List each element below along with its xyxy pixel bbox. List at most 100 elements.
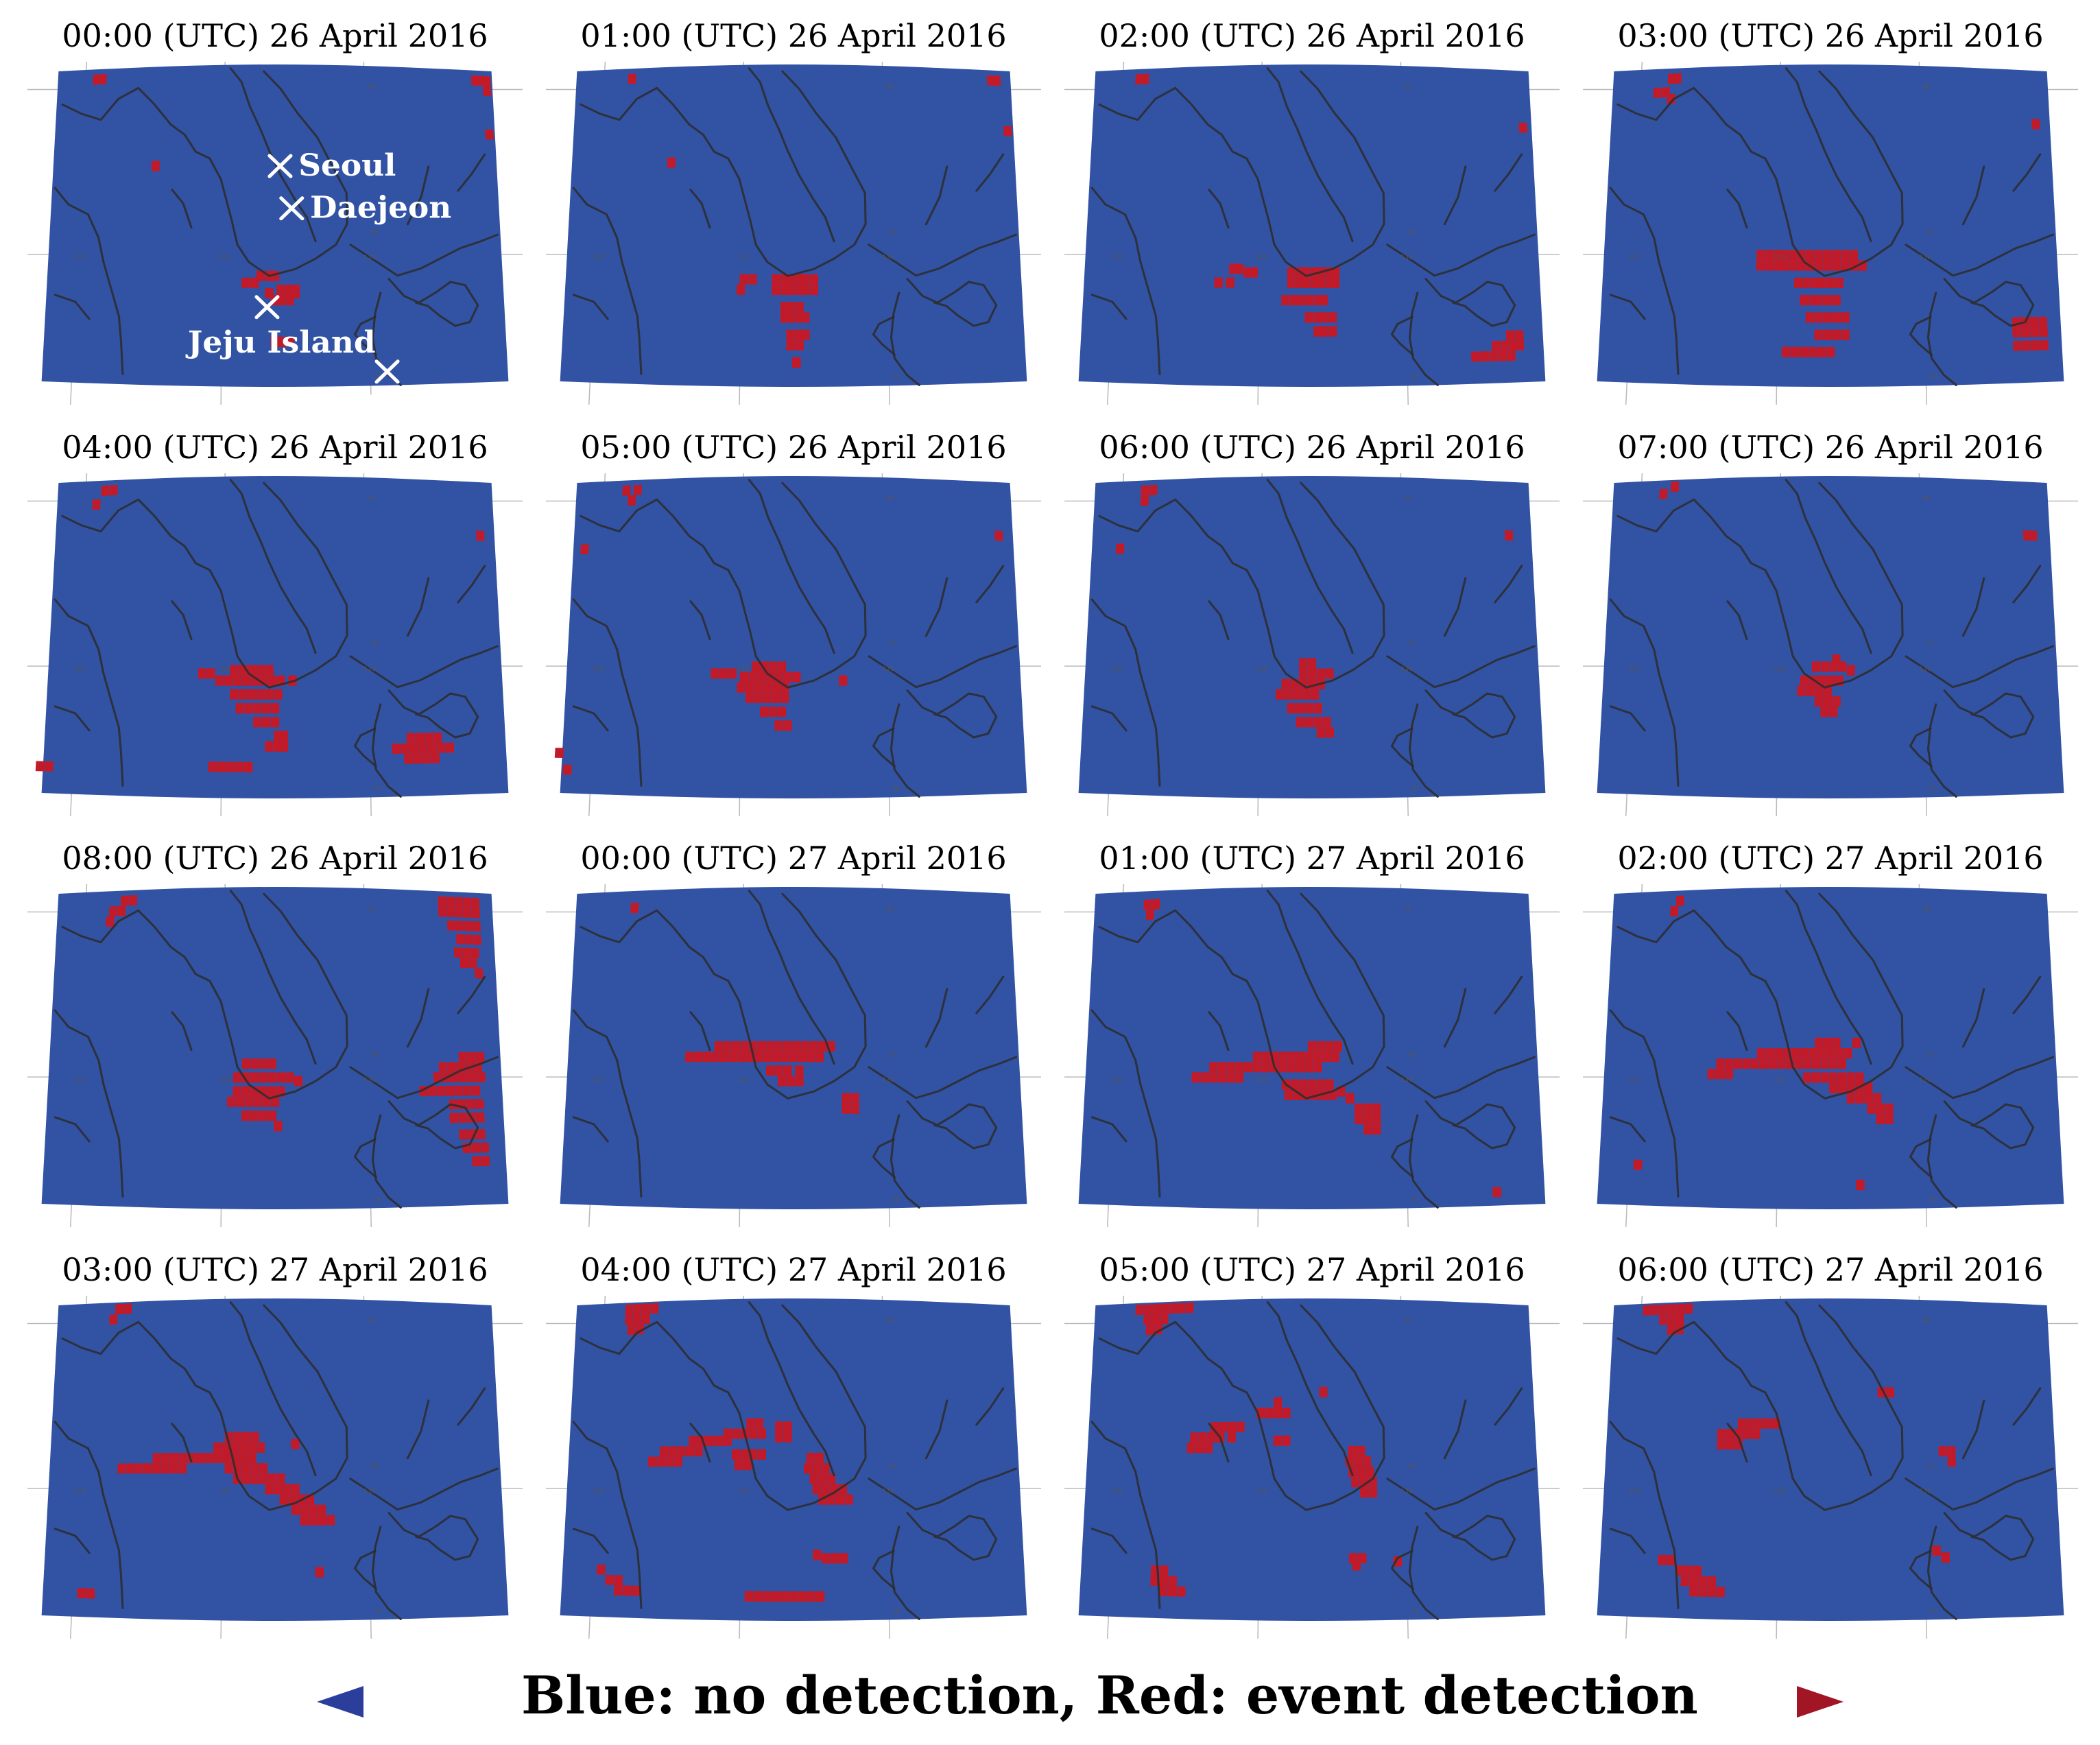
- event-detection-cell: [748, 274, 757, 285]
- event-detection-cell: [1777, 1058, 1786, 1069]
- event-detection-cell: [250, 1072, 259, 1083]
- grid-label: 130: [882, 665, 894, 672]
- event-detection-cell: [468, 958, 477, 969]
- event-detection-cell: [1325, 1041, 1334, 1052]
- detection-map: 120 125 130 40 35 30: [1064, 1295, 1560, 1639]
- event-detection-cell: [1826, 277, 1835, 288]
- event-detection-cell: [1814, 696, 1824, 707]
- event-detection-cell: [766, 1041, 775, 1052]
- event-detection-cell: [2030, 340, 2040, 351]
- event-detection-cell: [728, 667, 737, 678]
- event-detection-cell: [815, 1452, 824, 1463]
- event-detection-cell: [1488, 351, 1499, 361]
- coastline-overlay: [53, 704, 91, 731]
- event-detection-cell: [1506, 351, 1516, 361]
- coastline-overlay: [1090, 704, 1127, 731]
- event-detection-cell: [459, 1072, 468, 1082]
- coastline-overlay: [1098, 892, 1385, 1100]
- event-detection-cell: [317, 1515, 326, 1526]
- coastline-overlay: [387, 1511, 479, 1560]
- event-detection-cell: [459, 1129, 468, 1140]
- event-detection-cell: [1763, 1418, 1772, 1429]
- event-detection-cell: [1505, 330, 1515, 341]
- event-detection-cell: [1814, 260, 1824, 271]
- grid-label: 130: [1400, 1488, 1413, 1495]
- event-detection-cell: [1855, 1093, 1864, 1104]
- grid-label: 35: [1407, 1463, 1416, 1470]
- event-detection-cell: [1742, 1058, 1751, 1069]
- coastline-overlay: [1098, 482, 1385, 689]
- event-detection-cell: [1352, 1559, 1361, 1570]
- grid-label: 30: [374, 785, 382, 792]
- event-detection-cell: [213, 1442, 222, 1453]
- grid-label: 120: [592, 254, 604, 261]
- coastline-overlay: [1616, 482, 1904, 689]
- detection-map: 120 125 130 40 35 30: [1583, 473, 2078, 816]
- event-detection-cell: [772, 284, 780, 296]
- grid-label: 120: [73, 665, 86, 672]
- event-detection-cell: [1284, 689, 1293, 700]
- event-detection-cell: [274, 689, 283, 700]
- event-detection-cell: [2013, 340, 2023, 351]
- event-detection-cell: [1802, 1072, 1812, 1083]
- event-detection-cell: [1846, 664, 1855, 676]
- event-detection-cell: [1158, 1585, 1168, 1596]
- no-detection-area: [1597, 475, 2064, 798]
- event-detection-cell: [232, 1086, 242, 1097]
- coastline-overlay: [1616, 70, 1904, 277]
- event-detection-cell: [1140, 495, 1149, 506]
- event-detection-cell: [1817, 277, 1826, 288]
- coastline-overlay: [1785, 1301, 1872, 1476]
- detection-map: 120 125 130 40 35 30 Seoul Daejeon Jeju Island Ka…: [27, 62, 523, 405]
- event-detection-cell: [1658, 1554, 1667, 1565]
- coastline-overlay: [572, 1527, 609, 1554]
- event-detection-cell: [1849, 250, 1859, 261]
- coastline-overlay: [1909, 1550, 1933, 1590]
- event-detection-cell: [101, 485, 110, 496]
- event-detection-cell: [265, 689, 274, 700]
- event-detection-cell: [433, 1072, 442, 1082]
- event-detection-cell: [152, 1462, 161, 1473]
- event-detection-cell: [1169, 1303, 1178, 1314]
- coastline-overlay: [572, 704, 609, 731]
- event-detection-cell: [475, 1099, 484, 1109]
- event-detection-cell: [786, 312, 795, 323]
- event-detection-cell: [1515, 340, 1525, 351]
- event-detection-cell: [1717, 1428, 1726, 1439]
- event-detection-cell: [279, 730, 289, 741]
- coastline-overlay: [406, 1399, 430, 1459]
- event-detection-cell: [630, 902, 639, 914]
- event-detection-cell: [477, 1072, 486, 1082]
- grid-label: 125: [219, 666, 231, 673]
- event-detection-cell: [706, 1435, 715, 1446]
- event-detection-cell: [291, 1504, 300, 1515]
- coastline-overlay: [1926, 702, 1957, 798]
- event-detection-cell: [1357, 1466, 1365, 1477]
- grid-label: 30: [1411, 1608, 1419, 1615]
- event-detection-cell: [1832, 312, 1841, 323]
- grid-label: 35: [1407, 230, 1416, 237]
- event-detection-cell: [262, 1096, 271, 1107]
- event-detection-cell: [1319, 295, 1328, 306]
- event-detection-cell: [1750, 1058, 1760, 1069]
- event-detection-cell: [1863, 1082, 1873, 1093]
- event-detection-cell: [763, 1052, 772, 1063]
- coastline-overlay: [1961, 576, 1985, 637]
- event-detection-cell: [842, 1093, 850, 1104]
- event-detection-cell: [392, 743, 401, 754]
- event-detection-cell: [447, 1062, 457, 1073]
- event-detection-cell: [774, 1065, 784, 1076]
- coastline-overlay: [1390, 727, 1414, 768]
- event-detection-cell: [818, 1041, 827, 1052]
- event-detection-cell: [206, 667, 215, 678]
- event-detection-cell: [774, 1041, 784, 1052]
- grid-label: 40: [1404, 84, 1412, 91]
- event-detection-cell: [466, 1099, 475, 1110]
- event-detection-cell: [265, 1483, 274, 1494]
- event-detection-cell: [822, 1552, 831, 1563]
- grid-label: 130: [363, 1077, 376, 1084]
- event-detection-cell: [800, 329, 810, 340]
- event-detection-cell: [795, 302, 804, 313]
- event-detection-cell: [438, 1062, 448, 1073]
- event-detection-cell: [471, 907, 481, 918]
